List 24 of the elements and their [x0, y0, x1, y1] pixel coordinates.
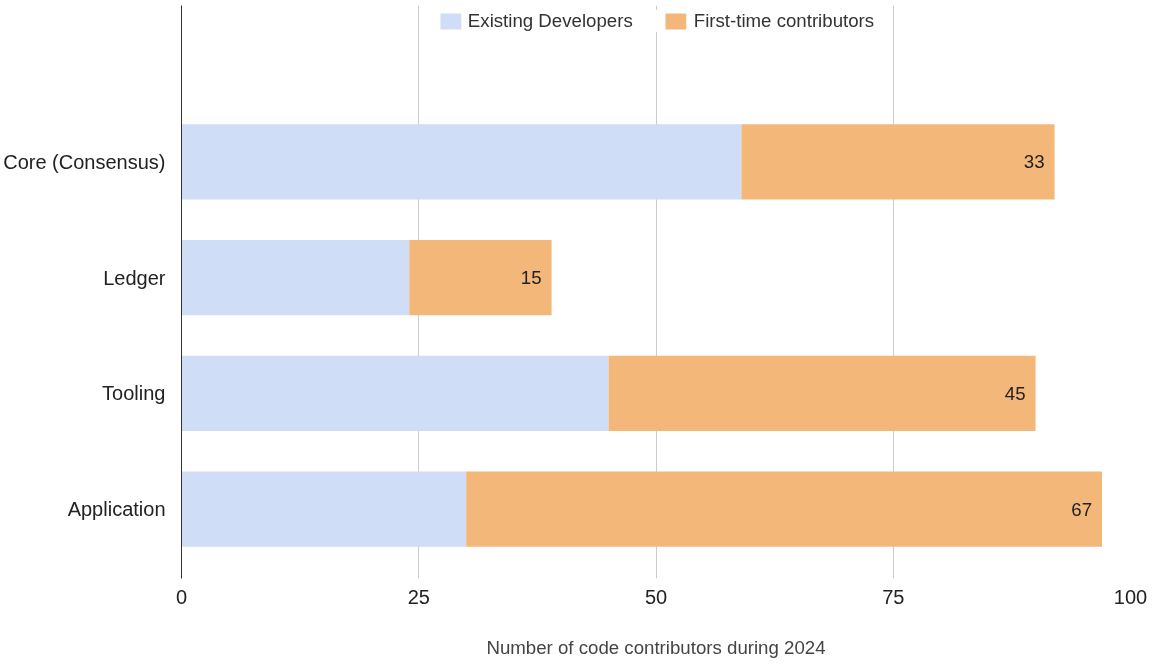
data-label: 33	[1023, 151, 1045, 173]
x-tick-label: 100	[1113, 585, 1148, 608]
bar	[466, 471, 1103, 547]
data-label: 15	[520, 267, 542, 289]
y-tick-label: Application	[67, 498, 166, 521]
data-label: 45	[1004, 382, 1026, 404]
bar	[608, 355, 1036, 431]
y-tick-label: Tooling	[102, 382, 166, 405]
bar	[741, 124, 1055, 200]
x-tick-label: 50	[644, 585, 668, 608]
y-tick-label: Core (Consensus)	[3, 150, 166, 173]
bar	[181, 124, 742, 200]
x-tick-label: 0	[175, 585, 188, 608]
bar	[409, 239, 552, 316]
x-axis-title: Number of code contributors during 2024	[486, 636, 826, 658]
bar	[181, 471, 467, 547]
y-tick-label: Ledger	[103, 266, 166, 289]
x-tick-label: 75	[882, 585, 905, 608]
legend-label: Existing Developers	[467, 10, 633, 32]
x-tick-label: 25	[407, 585, 430, 608]
legend-label: First-time contributors	[693, 10, 875, 32]
bar	[181, 239, 410, 316]
bar	[181, 355, 609, 431]
data-label: 67	[1071, 498, 1093, 520]
